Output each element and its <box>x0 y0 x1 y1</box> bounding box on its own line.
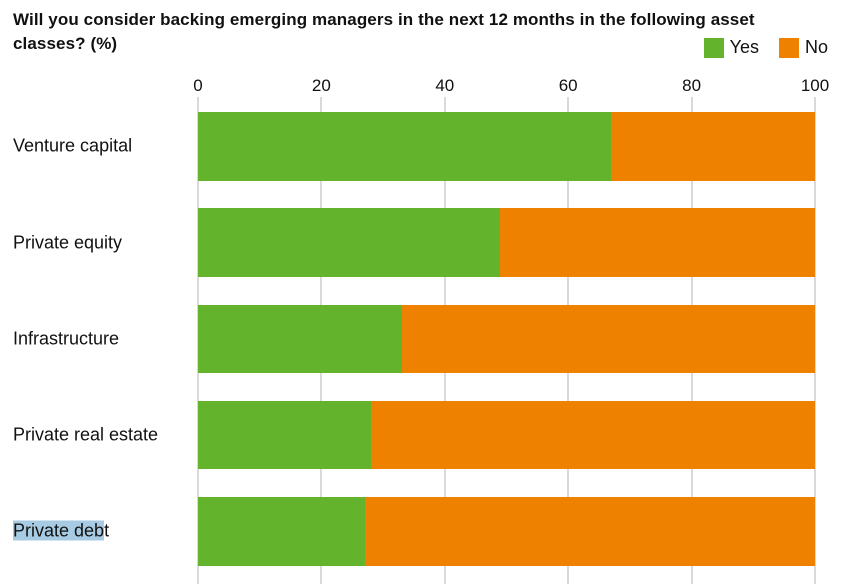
bar-row-venture-capital <box>198 112 815 181</box>
category-label-infrastructure: Infrastructure <box>13 328 120 349</box>
category-label-venture-capital: Venture capital <box>13 135 133 156</box>
legend-swatch-no <box>778 37 799 58</box>
x-tick-label-80: 80 <box>682 76 702 95</box>
gridline-100 <box>814 97 816 584</box>
category-label-private-real-estate: Private real estate <box>13 424 159 445</box>
x-tick-label-40: 40 <box>435 76 455 95</box>
bar-segment-private-real-estate-no <box>370 400 815 470</box>
x-tick-label-20: 20 <box>311 76 331 95</box>
bar-segment-private-debt-yes <box>198 497 365 566</box>
category-label-remainder: t <box>104 520 110 541</box>
x-tick-label-0: 0 <box>193 76 203 95</box>
bar-row-infrastructure <box>198 304 815 373</box>
bar-row-private-equity <box>198 208 815 277</box>
legend-item-yes: Yes <box>703 37 759 58</box>
bar-segment-private-real-estate-yes <box>198 400 371 470</box>
bar-segment-venture-capital-no <box>611 112 815 181</box>
legend-swatch-yes <box>703 37 724 58</box>
bar-row-private-real-estate <box>198 400 815 470</box>
category-label-private-equity: Private equity <box>13 232 123 252</box>
bar-segment-venture-capital-yes <box>198 112 612 181</box>
x-tick-label-100: 100 <box>800 76 830 95</box>
bar-row-private-debt <box>198 497 815 566</box>
legend: Yes No <box>703 37 828 58</box>
x-tick-label-60: 60 <box>558 76 578 95</box>
bar-segment-private-equity-yes <box>198 208 501 277</box>
bar-segment-infrastructure-yes <box>198 304 402 373</box>
bar-segment-infrastructure-no <box>401 304 815 373</box>
bar-segment-private-debt-no <box>364 497 815 566</box>
selected-text-highlight: Private deb <box>13 520 105 541</box>
legend-label-no: No <box>804 37 828 57</box>
chart-title: Will you consider backing emerging manag… <box>13 10 755 53</box>
legend-item-no: No <box>778 37 828 58</box>
legend-label-yes: Yes <box>729 37 759 57</box>
bar-segment-private-equity-no <box>500 208 815 277</box>
category-label-private-debt: Private debt <box>13 520 110 542</box>
